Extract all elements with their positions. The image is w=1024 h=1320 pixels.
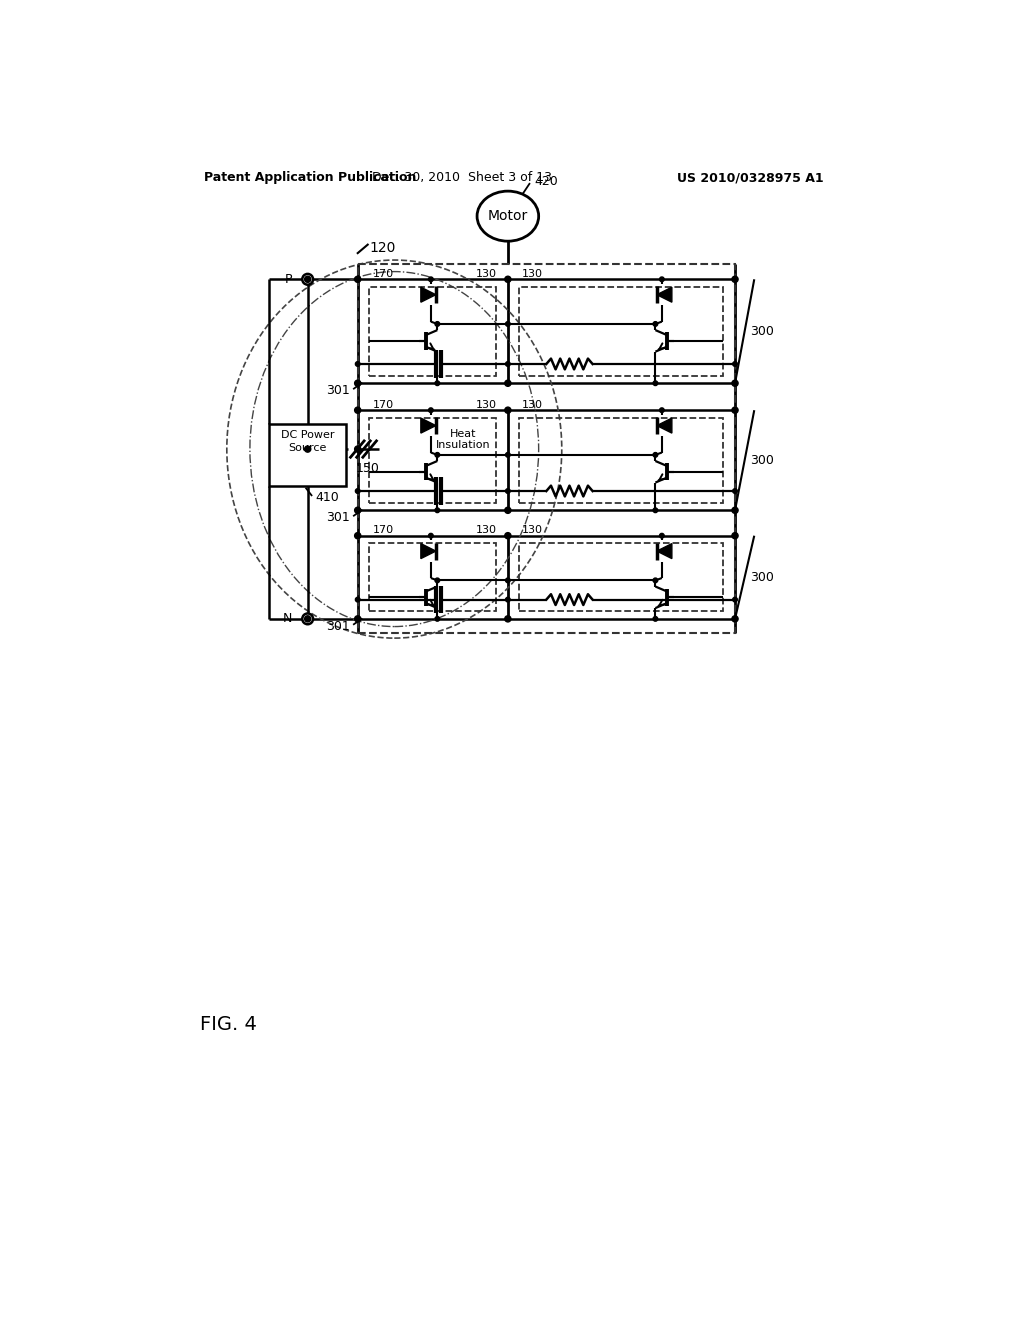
Circle shape bbox=[732, 407, 738, 413]
Polygon shape bbox=[656, 544, 672, 558]
Circle shape bbox=[506, 598, 510, 602]
Bar bbox=[519, 544, 724, 611]
Circle shape bbox=[354, 507, 360, 513]
Bar bbox=[357, 264, 735, 634]
Circle shape bbox=[435, 322, 439, 326]
Text: 130: 130 bbox=[475, 400, 497, 409]
Text: DC Power: DC Power bbox=[281, 430, 335, 440]
Text: 130: 130 bbox=[521, 525, 543, 536]
Circle shape bbox=[429, 408, 433, 412]
Text: N: N bbox=[283, 612, 292, 626]
Text: 130: 130 bbox=[475, 269, 497, 279]
Circle shape bbox=[733, 488, 737, 494]
Text: 170: 170 bbox=[373, 525, 394, 536]
Circle shape bbox=[653, 508, 657, 512]
Circle shape bbox=[653, 616, 657, 622]
Text: Motor: Motor bbox=[487, 209, 528, 223]
Text: 300: 300 bbox=[751, 570, 774, 583]
Circle shape bbox=[732, 532, 738, 539]
Bar bbox=[519, 286, 724, 376]
Circle shape bbox=[302, 614, 313, 624]
Text: US 2010/0328975 A1: US 2010/0328975 A1 bbox=[677, 172, 824, 185]
Circle shape bbox=[354, 532, 360, 539]
Text: 130: 130 bbox=[475, 525, 497, 536]
Circle shape bbox=[435, 508, 439, 512]
Text: 410: 410 bbox=[315, 491, 339, 504]
Circle shape bbox=[506, 453, 510, 457]
Polygon shape bbox=[421, 418, 436, 433]
Text: Patent Application Publication: Patent Application Publication bbox=[204, 172, 416, 185]
Circle shape bbox=[505, 407, 511, 413]
Text: 170: 170 bbox=[373, 400, 394, 409]
Circle shape bbox=[354, 615, 360, 622]
Circle shape bbox=[302, 275, 313, 285]
Circle shape bbox=[429, 277, 433, 281]
Text: P: P bbox=[285, 273, 292, 286]
Text: 300: 300 bbox=[751, 325, 774, 338]
Circle shape bbox=[659, 533, 665, 539]
Circle shape bbox=[505, 380, 511, 387]
Circle shape bbox=[733, 362, 737, 366]
Circle shape bbox=[355, 598, 360, 602]
Text: FIG. 4: FIG. 4 bbox=[200, 1015, 257, 1034]
Circle shape bbox=[653, 578, 657, 582]
Circle shape bbox=[304, 276, 310, 282]
Circle shape bbox=[354, 446, 360, 453]
Circle shape bbox=[659, 277, 665, 281]
Circle shape bbox=[653, 381, 657, 385]
Circle shape bbox=[732, 380, 738, 387]
Ellipse shape bbox=[477, 191, 539, 242]
Bar bbox=[370, 418, 497, 503]
Text: 420: 420 bbox=[535, 176, 558, 187]
Circle shape bbox=[505, 615, 511, 622]
Circle shape bbox=[505, 507, 511, 513]
Bar bbox=[370, 286, 497, 376]
Circle shape bbox=[506, 322, 510, 326]
Circle shape bbox=[354, 380, 360, 387]
Bar bbox=[370, 544, 497, 611]
Text: 120: 120 bbox=[370, 242, 395, 256]
Text: Source: Source bbox=[289, 442, 327, 453]
Circle shape bbox=[435, 453, 439, 457]
Circle shape bbox=[435, 616, 439, 622]
Circle shape bbox=[435, 578, 439, 582]
Polygon shape bbox=[421, 544, 436, 558]
Circle shape bbox=[435, 381, 439, 385]
Text: Dec. 30, 2010  Sheet 3 of 13: Dec. 30, 2010 Sheet 3 of 13 bbox=[372, 172, 552, 185]
Circle shape bbox=[653, 322, 657, 326]
Text: 170: 170 bbox=[373, 269, 394, 279]
Circle shape bbox=[355, 362, 360, 366]
Circle shape bbox=[505, 532, 511, 539]
Text: 301: 301 bbox=[327, 511, 350, 524]
Circle shape bbox=[354, 276, 360, 282]
Bar bbox=[269, 425, 346, 486]
Text: 150: 150 bbox=[355, 462, 379, 475]
Circle shape bbox=[733, 598, 737, 602]
Circle shape bbox=[732, 507, 738, 513]
Polygon shape bbox=[656, 288, 672, 302]
Text: 301: 301 bbox=[327, 384, 350, 397]
Circle shape bbox=[505, 276, 511, 282]
Text: Insulation: Insulation bbox=[436, 441, 490, 450]
Bar bbox=[519, 418, 724, 503]
Text: Heat: Heat bbox=[451, 429, 477, 438]
Text: 301: 301 bbox=[327, 620, 350, 634]
Circle shape bbox=[506, 488, 510, 494]
Polygon shape bbox=[421, 288, 436, 302]
Text: 130: 130 bbox=[521, 269, 543, 279]
Text: 130: 130 bbox=[521, 400, 543, 409]
Circle shape bbox=[304, 615, 310, 622]
Circle shape bbox=[659, 408, 665, 412]
Text: 300: 300 bbox=[751, 454, 774, 467]
Circle shape bbox=[355, 488, 360, 494]
Circle shape bbox=[653, 453, 657, 457]
Circle shape bbox=[506, 362, 510, 366]
Circle shape bbox=[506, 578, 510, 582]
Circle shape bbox=[429, 533, 433, 539]
Polygon shape bbox=[656, 418, 672, 433]
Circle shape bbox=[732, 276, 738, 282]
Circle shape bbox=[732, 615, 738, 622]
Circle shape bbox=[304, 446, 310, 453]
Circle shape bbox=[354, 407, 360, 413]
